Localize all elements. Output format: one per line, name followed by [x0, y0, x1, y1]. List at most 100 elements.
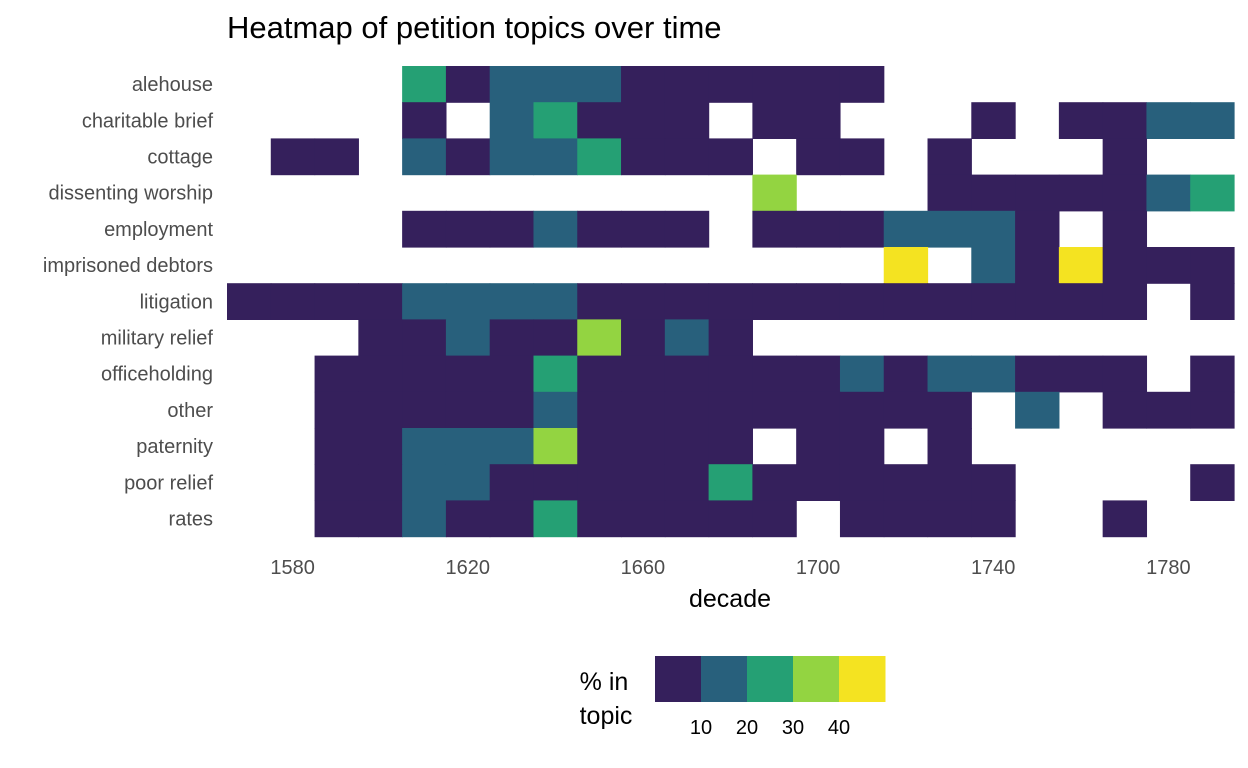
heatmap-cell [621, 319, 666, 357]
heatmap-cell [839, 138, 885, 176]
heatmap-cell [1102, 283, 1148, 320]
heatmap-cell [358, 319, 403, 357]
heatmap-cell [227, 283, 272, 320]
heatmap-cell [314, 500, 359, 538]
row-label: paternity [136, 436, 213, 458]
heatmap-cell [577, 355, 622, 393]
heatmap-cell [1058, 174, 1104, 212]
heatmap-cell [883, 210, 929, 248]
heatmap-cell [708, 138, 753, 176]
row-label: officeholding [101, 364, 213, 386]
heatmap-cell [664, 428, 710, 465]
heatmap-cell [445, 66, 491, 103]
heatmap-cell [883, 283, 929, 320]
heatmap-cell [577, 66, 622, 103]
heatmap-cell [1058, 102, 1104, 139]
heatmap-cell [358, 428, 403, 465]
x-tick-label: 1660 [621, 557, 666, 579]
heatmap-cell [971, 210, 1016, 248]
heatmap-cell [883, 247, 929, 284]
legend-swatch [655, 656, 702, 702]
heatmap-cell [883, 391, 929, 429]
legend-swatch [747, 656, 794, 702]
heatmap-cell [445, 283, 491, 320]
heatmap-cell [270, 138, 316, 176]
row-label: cottage [147, 147, 213, 169]
heatmap-cell [533, 428, 578, 465]
x-tick-label: 1580 [270, 557, 315, 579]
heatmap-cell [796, 391, 841, 429]
heatmap-cell [402, 102, 447, 139]
heatmap-cell [621, 500, 666, 538]
row-label: rates [169, 509, 213, 531]
row-label: charitable brief [82, 110, 214, 132]
row-label: alehouse [132, 74, 213, 96]
heatmap-cell [314, 428, 359, 465]
heatmap-cell [927, 500, 972, 538]
heatmap-cell [314, 391, 359, 429]
legend-swatches [655, 656, 886, 702]
heatmap-cell [402, 500, 447, 538]
heatmap-cell [1190, 464, 1235, 501]
heatmap-cell [621, 66, 666, 103]
heatmap-cell [664, 138, 710, 176]
heatmap-cell [577, 102, 622, 139]
heatmap-cell [445, 391, 491, 429]
heatmap-cell [577, 283, 622, 320]
heatmap-cell [577, 319, 622, 357]
heatmap-cell [533, 464, 578, 501]
heatmap-cell [796, 355, 841, 393]
row-label: imprisoned debtors [43, 255, 213, 277]
heatmap-cell [358, 283, 403, 320]
heatmap-cell [708, 464, 753, 501]
heatmap-cell [489, 500, 535, 538]
heatmap-cell [664, 500, 710, 538]
heatmap-cell [708, 355, 753, 393]
heatmap-cell [445, 138, 491, 176]
heatmap-cell [752, 102, 797, 139]
x-axis-title: decade [689, 585, 771, 613]
heatmap-cell [1102, 138, 1148, 176]
heatmap-cell [927, 174, 972, 212]
heatmap-cell [270, 283, 316, 320]
legend-title-line-2: topic [580, 702, 633, 730]
heatmap-cell [883, 464, 929, 501]
heatmap-cell [664, 319, 710, 357]
heatmap-cell [927, 464, 972, 501]
legend-tick-label: 10 [690, 717, 712, 739]
heatmap-cell [314, 355, 359, 393]
heatmap-cell [445, 500, 491, 538]
heatmap-cell [489, 391, 535, 429]
row-label: other [167, 400, 213, 422]
heatmap-cell [314, 464, 359, 501]
row-label: poor relief [124, 472, 213, 494]
heatmap-cell [489, 210, 535, 248]
heatmap-cell [621, 283, 666, 320]
heatmap-cell [752, 210, 797, 248]
heatmap-cell [1102, 174, 1148, 212]
heatmap-cell [927, 283, 972, 320]
heatmap-cell [971, 355, 1016, 393]
heatmap-cell [1102, 500, 1148, 538]
heatmap-cell [927, 355, 972, 393]
heatmap-cell [533, 138, 578, 176]
heatmap-cell [489, 102, 535, 139]
heatmap-cell [577, 428, 622, 465]
heatmap-cell [664, 464, 710, 501]
heatmap-cell [839, 210, 885, 248]
heatmap-cell [577, 210, 622, 248]
heatmap-cell [533, 500, 578, 538]
heatmap-cell [577, 464, 622, 501]
heatmap-cell [402, 210, 447, 248]
heatmap-cell [577, 391, 622, 429]
heatmap-cell [621, 464, 666, 501]
heatmap-cell [752, 283, 797, 320]
heatmap-cell [839, 283, 885, 320]
heatmap-cell [971, 283, 1016, 320]
heatmap-cell [971, 464, 1016, 501]
heatmap-cell [664, 66, 710, 103]
heatmap-cell [839, 66, 885, 103]
heatmap-cell [402, 464, 447, 501]
heatmap-cell [971, 247, 1016, 284]
